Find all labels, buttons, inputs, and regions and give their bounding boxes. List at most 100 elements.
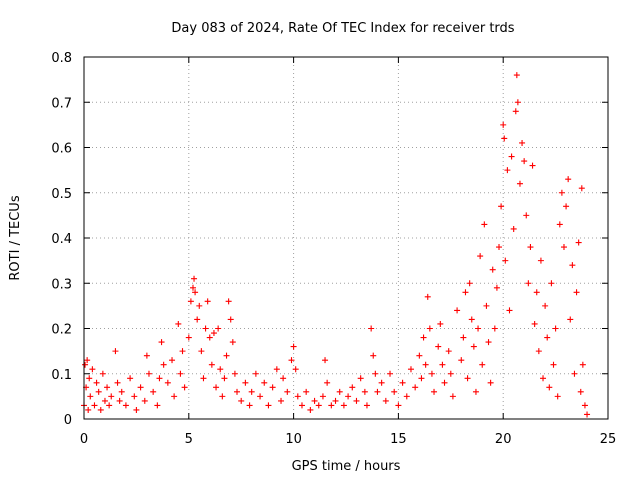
data-point bbox=[563, 203, 570, 210]
data-point bbox=[403, 393, 410, 400]
data-point bbox=[420, 334, 427, 341]
data-point bbox=[158, 339, 165, 346]
data-point bbox=[137, 384, 144, 391]
data-point bbox=[439, 361, 446, 368]
y-tick-label: 0.5 bbox=[51, 187, 72, 202]
data-point bbox=[164, 379, 171, 386]
data-point bbox=[86, 375, 93, 382]
data-point bbox=[238, 397, 245, 404]
data-point bbox=[491, 325, 498, 332]
data-point bbox=[175, 320, 182, 327]
data-point bbox=[540, 375, 547, 382]
data-point bbox=[502, 257, 509, 264]
data-point bbox=[143, 352, 150, 359]
data-point bbox=[133, 406, 140, 413]
data-point bbox=[177, 370, 184, 377]
data-point bbox=[573, 289, 580, 296]
data-point bbox=[391, 388, 398, 395]
data-point bbox=[508, 153, 515, 160]
data-point bbox=[537, 257, 544, 264]
data-point bbox=[200, 375, 207, 382]
data-point bbox=[578, 185, 585, 192]
y-tick-label: 0.6 bbox=[51, 142, 72, 157]
data-point bbox=[550, 361, 557, 368]
data-point bbox=[466, 280, 473, 287]
x-tick-label: 5 bbox=[185, 432, 193, 447]
data-point bbox=[512, 108, 519, 115]
data-point bbox=[322, 357, 329, 364]
y-tick-label: 0.3 bbox=[51, 277, 72, 292]
data-point bbox=[181, 384, 188, 391]
data-point bbox=[514, 99, 521, 106]
data-point bbox=[91, 402, 98, 409]
x-tick-label: 15 bbox=[390, 432, 407, 447]
data-point bbox=[468, 316, 475, 323]
data-point bbox=[223, 352, 230, 359]
data-point bbox=[418, 375, 425, 382]
y-axis-label: ROTI / TECUs bbox=[8, 195, 23, 280]
data-point bbox=[449, 393, 456, 400]
chart-title: Day 083 of 2024, Rate Of TEC Index for r… bbox=[171, 21, 514, 36]
data-point bbox=[575, 239, 582, 246]
y-tick-label: 0 bbox=[64, 413, 72, 428]
data-point bbox=[475, 325, 482, 332]
data-point bbox=[500, 121, 507, 128]
data-point bbox=[542, 302, 549, 309]
data-point bbox=[424, 293, 431, 300]
data-point bbox=[145, 370, 152, 377]
data-point bbox=[510, 225, 517, 232]
data-point bbox=[370, 352, 377, 359]
data-point bbox=[472, 388, 479, 395]
data-point bbox=[294, 393, 301, 400]
data-point bbox=[141, 397, 148, 404]
data-point bbox=[525, 280, 532, 287]
data-point bbox=[558, 189, 565, 196]
data-point bbox=[87, 393, 94, 400]
data-point bbox=[548, 280, 555, 287]
data-point bbox=[202, 325, 209, 332]
data-point bbox=[447, 370, 454, 377]
data-point bbox=[513, 72, 520, 79]
data-point bbox=[527, 244, 534, 251]
data-point bbox=[210, 330, 217, 337]
data-point bbox=[122, 402, 129, 409]
data-point bbox=[479, 361, 486, 368]
data-point bbox=[399, 379, 406, 386]
data-point bbox=[579, 361, 586, 368]
data-point bbox=[116, 397, 123, 404]
data-point bbox=[412, 384, 419, 391]
data-point bbox=[171, 393, 178, 400]
data-point bbox=[345, 393, 352, 400]
data-point bbox=[552, 325, 559, 332]
data-point bbox=[112, 348, 119, 355]
x-tick-label: 25 bbox=[600, 432, 617, 447]
data-point bbox=[127, 375, 134, 382]
data-point bbox=[246, 402, 253, 409]
data-point bbox=[261, 379, 268, 386]
data-point bbox=[332, 397, 339, 404]
data-point bbox=[458, 357, 465, 364]
data-point bbox=[192, 289, 199, 296]
data-point bbox=[407, 366, 414, 373]
data-point bbox=[501, 135, 508, 142]
data-point bbox=[353, 397, 360, 404]
data-point bbox=[104, 384, 111, 391]
data-point bbox=[504, 167, 511, 174]
data-point bbox=[219, 393, 226, 400]
data-point bbox=[311, 397, 318, 404]
data-point bbox=[227, 316, 234, 323]
data-point bbox=[292, 366, 299, 373]
data-point bbox=[242, 379, 249, 386]
plot-frame bbox=[83, 56, 609, 420]
data-point bbox=[349, 384, 356, 391]
data-point bbox=[464, 375, 471, 382]
data-point bbox=[225, 298, 232, 305]
data-point bbox=[280, 375, 287, 382]
data-point bbox=[187, 298, 194, 305]
data-point bbox=[422, 361, 429, 368]
data-point bbox=[533, 289, 540, 296]
data-point bbox=[387, 370, 394, 377]
data-point bbox=[229, 339, 236, 346]
data-point bbox=[319, 393, 326, 400]
data-point bbox=[535, 348, 542, 355]
